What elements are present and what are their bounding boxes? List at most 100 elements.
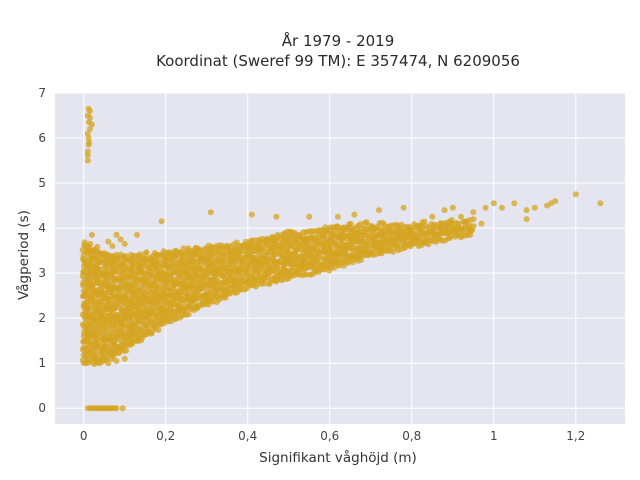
- data-point: [119, 405, 126, 412]
- chart-title: År 1979 - 2019: [282, 31, 395, 50]
- data-point: [470, 223, 477, 230]
- data-point: [335, 224, 342, 231]
- data-point: [306, 213, 313, 220]
- data-point: [523, 207, 530, 214]
- x-tick-label: 1,2: [566, 429, 585, 443]
- data-point: [552, 198, 559, 205]
- data-point: [87, 306, 94, 313]
- data-point: [490, 200, 497, 207]
- data-point: [88, 121, 95, 128]
- x-tick-label: 0,6: [320, 429, 339, 443]
- data-point: [523, 216, 530, 223]
- data-point: [421, 218, 428, 225]
- data-point: [124, 293, 130, 299]
- data-point: [85, 135, 92, 141]
- data-point: [113, 231, 120, 238]
- data-point: [458, 213, 464, 220]
- data-point: [429, 213, 436, 220]
- data-point: [86, 139, 92, 146]
- data-point: [389, 248, 396, 255]
- data-point: [117, 346, 124, 353]
- data-point: [482, 204, 489, 211]
- data-point: [113, 358, 120, 364]
- data-point: [93, 261, 99, 268]
- data-point: [104, 355, 111, 362]
- data-point: [376, 207, 382, 214]
- data-point: [84, 337, 91, 344]
- data-point: [168, 306, 175, 313]
- data-point: [84, 272, 91, 279]
- x-tick-label: 1: [490, 429, 498, 443]
- data-point: [84, 324, 91, 331]
- data-point: [248, 211, 255, 218]
- data-point: [86, 114, 93, 121]
- y-tick-label: 5: [38, 176, 46, 190]
- data-point: [123, 347, 130, 354]
- x-tick-label: 0,4: [238, 429, 257, 443]
- data-point: [87, 240, 94, 247]
- data-point: [334, 213, 341, 220]
- data-point: [207, 209, 214, 216]
- y-tick-label: 2: [38, 311, 46, 325]
- data-point: [88, 231, 95, 238]
- y-tick-label: 1: [38, 356, 46, 370]
- data-point: [291, 229, 298, 236]
- data-point: [158, 218, 165, 225]
- data-point: [109, 243, 116, 250]
- data-point: [119, 327, 125, 334]
- data-point: [84, 130, 91, 137]
- data-point: [455, 220, 462, 227]
- data-point: [121, 240, 128, 247]
- data-point: [94, 243, 101, 250]
- y-tick-label: 6: [38, 131, 46, 145]
- data-point: [448, 217, 455, 223]
- data-point: [84, 152, 91, 159]
- y-axis-title: Vågperiod (s): [15, 210, 32, 300]
- x-tick-label: 0,8: [402, 429, 421, 443]
- data-point: [347, 220, 354, 227]
- data-point: [113, 405, 120, 412]
- data-point: [97, 360, 104, 367]
- data-point: [134, 231, 140, 238]
- data-point: [117, 236, 124, 243]
- data-point: [400, 204, 407, 211]
- data-point: [544, 202, 551, 209]
- y-tick-label: 7: [38, 86, 46, 100]
- chart-subtitle: Koordinat (Sweref 99 TM): E 357474, N 62…: [156, 52, 520, 70]
- data-point: [273, 213, 280, 220]
- data-point: [470, 209, 477, 216]
- data-point: [441, 207, 448, 214]
- data-point: [358, 256, 365, 263]
- data-point: [597, 200, 604, 207]
- y-tick-label: 4: [38, 221, 46, 235]
- data-point: [105, 238, 112, 245]
- data-point: [449, 204, 456, 211]
- data-point: [185, 311, 192, 318]
- y-tick-label: 0: [38, 401, 46, 415]
- data-point: [511, 200, 518, 207]
- data-point: [101, 252, 108, 259]
- data-point: [531, 204, 538, 211]
- data-point: [84, 157, 91, 164]
- data-point: [109, 351, 116, 358]
- data-point: [155, 327, 162, 333]
- data-point: [572, 191, 579, 198]
- data-point: [499, 204, 505, 211]
- x-axis-title: Signifikant våghöjd (m): [259, 449, 417, 466]
- data-point: [478, 220, 485, 227]
- x-tick-label: 0: [80, 429, 88, 443]
- y-tick-label: 3: [38, 266, 46, 280]
- data-point: [470, 216, 477, 223]
- data-point: [88, 283, 95, 290]
- gridlines: [55, 92, 625, 424]
- data-point: [105, 360, 112, 367]
- data-point: [85, 105, 92, 112]
- data-point: [351, 211, 358, 218]
- data-point: [121, 355, 128, 362]
- data-point: [84, 333, 91, 340]
- data-point: [81, 239, 88, 246]
- tick-labels: 0 0,2 0,4 0,6 0,8 1 1,2 0 1 2 3 4 5 6 7: [38, 86, 585, 443]
- data-point: [163, 304, 170, 311]
- data-points: [79, 105, 604, 412]
